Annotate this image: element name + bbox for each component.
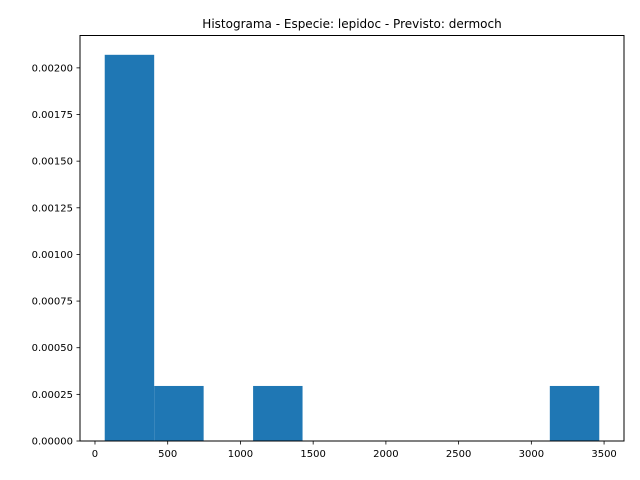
y-tick-label: 0.00025 <box>32 390 73 401</box>
histogram-bar-1 <box>154 385 204 441</box>
x-tick-label: 500 <box>158 449 177 460</box>
y-tick-label: 0.00050 <box>32 343 73 354</box>
histogram-bar-3 <box>253 385 303 441</box>
y-tick-label: 0.00100 <box>32 250 73 261</box>
y-tick-label: 0.00150 <box>32 157 73 168</box>
histogram-bar-9 <box>549 385 600 441</box>
histogram-bar-0 <box>104 54 155 442</box>
chart-title: Histograma - Especie: lepidoc - Previsto… <box>202 17 501 31</box>
y-tick-label: 0.00075 <box>32 297 73 308</box>
y-tick-label: 0.00200 <box>32 63 73 74</box>
x-tick-label: 1000 <box>228 449 253 460</box>
y-tick-label: 0.00175 <box>32 110 73 121</box>
x-tick-label: 3000 <box>519 449 544 460</box>
y-axis-ticks: 0.00000 0.00025 0.00050 0.00075 0.00100 0.001… <box>32 63 80 448</box>
axes-frame <box>79 35 625 442</box>
bars-group <box>104 54 600 442</box>
y-tick-label: 0.00125 <box>32 203 73 214</box>
y-tick-label: 0.00000 <box>32 437 73 448</box>
x-tick-label: 2000 <box>373 449 398 460</box>
x-tick-label: 3500 <box>591 449 616 460</box>
x-axis-ticks: 0 500 1000 1500 2000 2500 3000 3500 <box>92 441 617 460</box>
x-tick-label: 1500 <box>300 449 325 460</box>
x-tick-label: 2500 <box>446 449 471 460</box>
x-tick-label: 0 <box>92 449 98 460</box>
